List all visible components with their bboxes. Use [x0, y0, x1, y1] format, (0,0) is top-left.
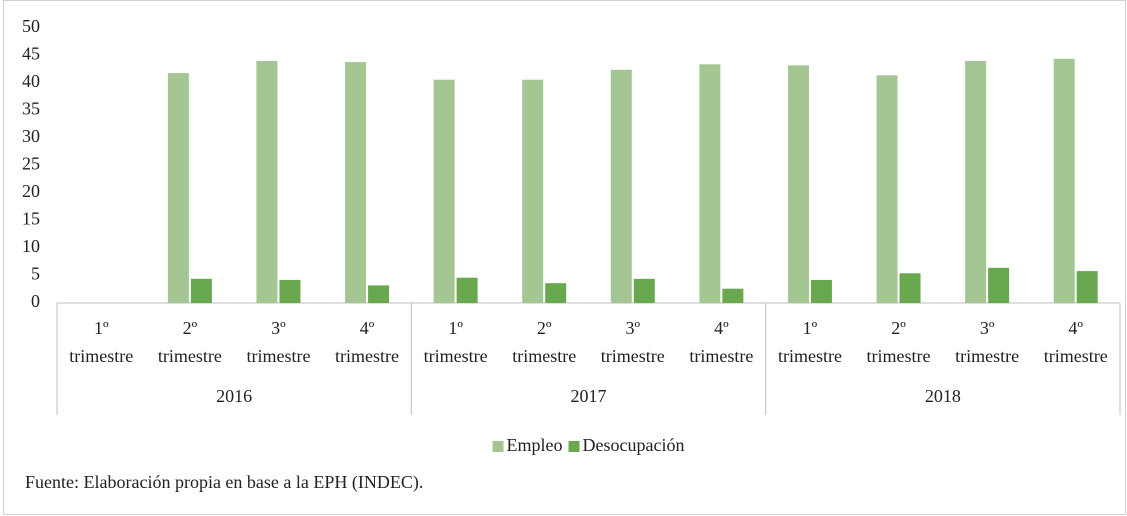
- bar: [965, 61, 987, 303]
- bar: [433, 79, 455, 303]
- bar: [899, 273, 921, 303]
- bar: [810, 279, 832, 303]
- legend-swatch: [492, 441, 504, 452]
- bar: [368, 285, 390, 303]
- y-tick-label: 30: [22, 126, 40, 146]
- bar: [345, 62, 367, 303]
- bar: [522, 79, 544, 303]
- bar: [610, 69, 632, 303]
- x-tick-label: 4º trimestre: [1044, 318, 1108, 366]
- x-tick-label: 3º trimestre: [955, 318, 1019, 366]
- legend-label: Empleo: [507, 435, 563, 455]
- x-tick-label: 2º trimestre: [867, 318, 931, 366]
- y-tick-label: 40: [22, 71, 40, 91]
- legend-swatch: [568, 441, 580, 452]
- bar: [633, 278, 655, 303]
- y-tick-label: 45: [22, 44, 40, 64]
- bar: [456, 277, 478, 303]
- group-label: 2016: [216, 386, 252, 406]
- y-tick-label: 50: [22, 16, 40, 36]
- bar: [279, 279, 301, 303]
- y-tick-label: 20: [22, 181, 40, 201]
- bar: [1053, 58, 1075, 303]
- y-tick-label: 25: [22, 154, 40, 174]
- x-tick-label: 3º trimestre: [246, 318, 310, 366]
- y-tick-label: 10: [22, 236, 40, 256]
- x-tick-label: 1º trimestre: [69, 318, 133, 366]
- bar: [876, 75, 898, 303]
- bar: [699, 64, 721, 303]
- bar: [1076, 271, 1098, 303]
- x-tick-label: 1º trimestre: [778, 318, 842, 366]
- bar: [190, 278, 212, 303]
- bar: [545, 283, 567, 303]
- x-tick-label: 4º trimestre: [335, 318, 399, 366]
- y-tick-label: 0: [31, 291, 40, 311]
- x-tick-label: 3º trimestre: [601, 318, 665, 366]
- source-note: Fuente: Elaboración propia en base a la …: [25, 472, 423, 493]
- x-tick-label: 4º trimestre: [689, 318, 753, 366]
- y-tick-label: 35: [22, 99, 40, 119]
- bar: [256, 61, 278, 303]
- x-tick-label: 1º trimestre: [424, 318, 488, 366]
- x-tick-label: 2º trimestre: [512, 318, 576, 366]
- bar: [787, 65, 809, 304]
- bar: [167, 73, 189, 303]
- group-label: 2017: [571, 386, 607, 406]
- group-label: 2018: [925, 386, 961, 406]
- frame: [3, 0, 1126, 515]
- y-tick-label: 5: [31, 264, 40, 284]
- legend-label: Desocupación: [583, 435, 685, 455]
- bar: [988, 267, 1010, 303]
- y-tick-label: 15: [22, 209, 40, 229]
- bar: [722, 288, 744, 303]
- x-tick-label: 2º trimestre: [158, 318, 222, 366]
